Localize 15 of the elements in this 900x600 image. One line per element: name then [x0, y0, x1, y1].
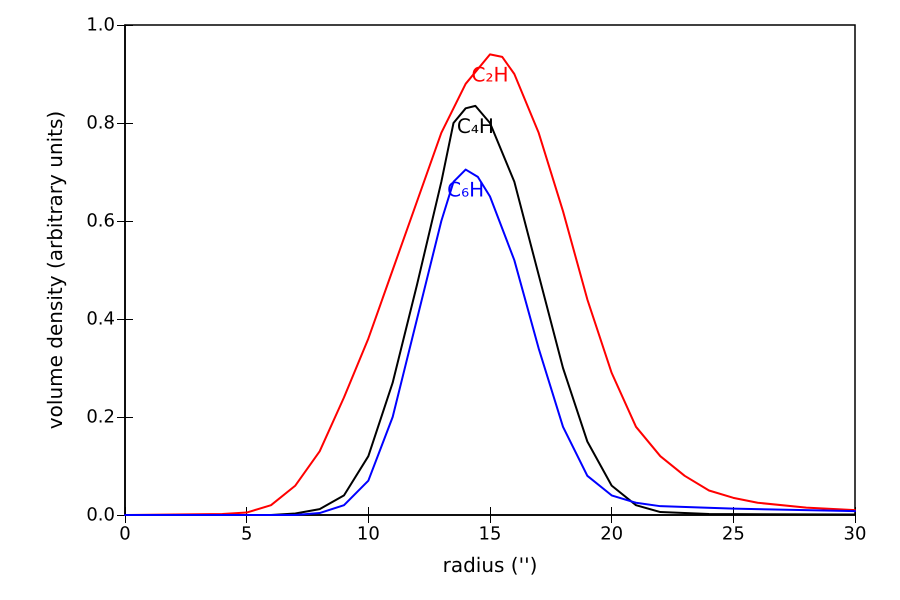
x-tick-label: 30: [844, 524, 866, 544]
x-tick-label: 20: [600, 524, 624, 544]
y-axis-title: volume density (arbitrary units): [43, 110, 67, 430]
y-tick-label: 0.0: [86, 504, 115, 526]
y-tick-label: 0.4: [86, 308, 115, 330]
x-tick-label: 0: [119, 524, 131, 544]
y-tick-label: 0.6: [86, 210, 115, 232]
y-tick-label: 0.8: [86, 112, 115, 134]
x-tick-label: 25: [722, 524, 745, 544]
y-tick-label: 1.0: [86, 14, 115, 36]
x-tick-label: 10: [356, 524, 380, 544]
x-tick-label: 15: [478, 524, 502, 544]
y-tick-label: 0.2: [86, 406, 115, 428]
x-tick-label: 5: [240, 524, 252, 544]
x-axis-title: radius (''): [442, 553, 538, 577]
